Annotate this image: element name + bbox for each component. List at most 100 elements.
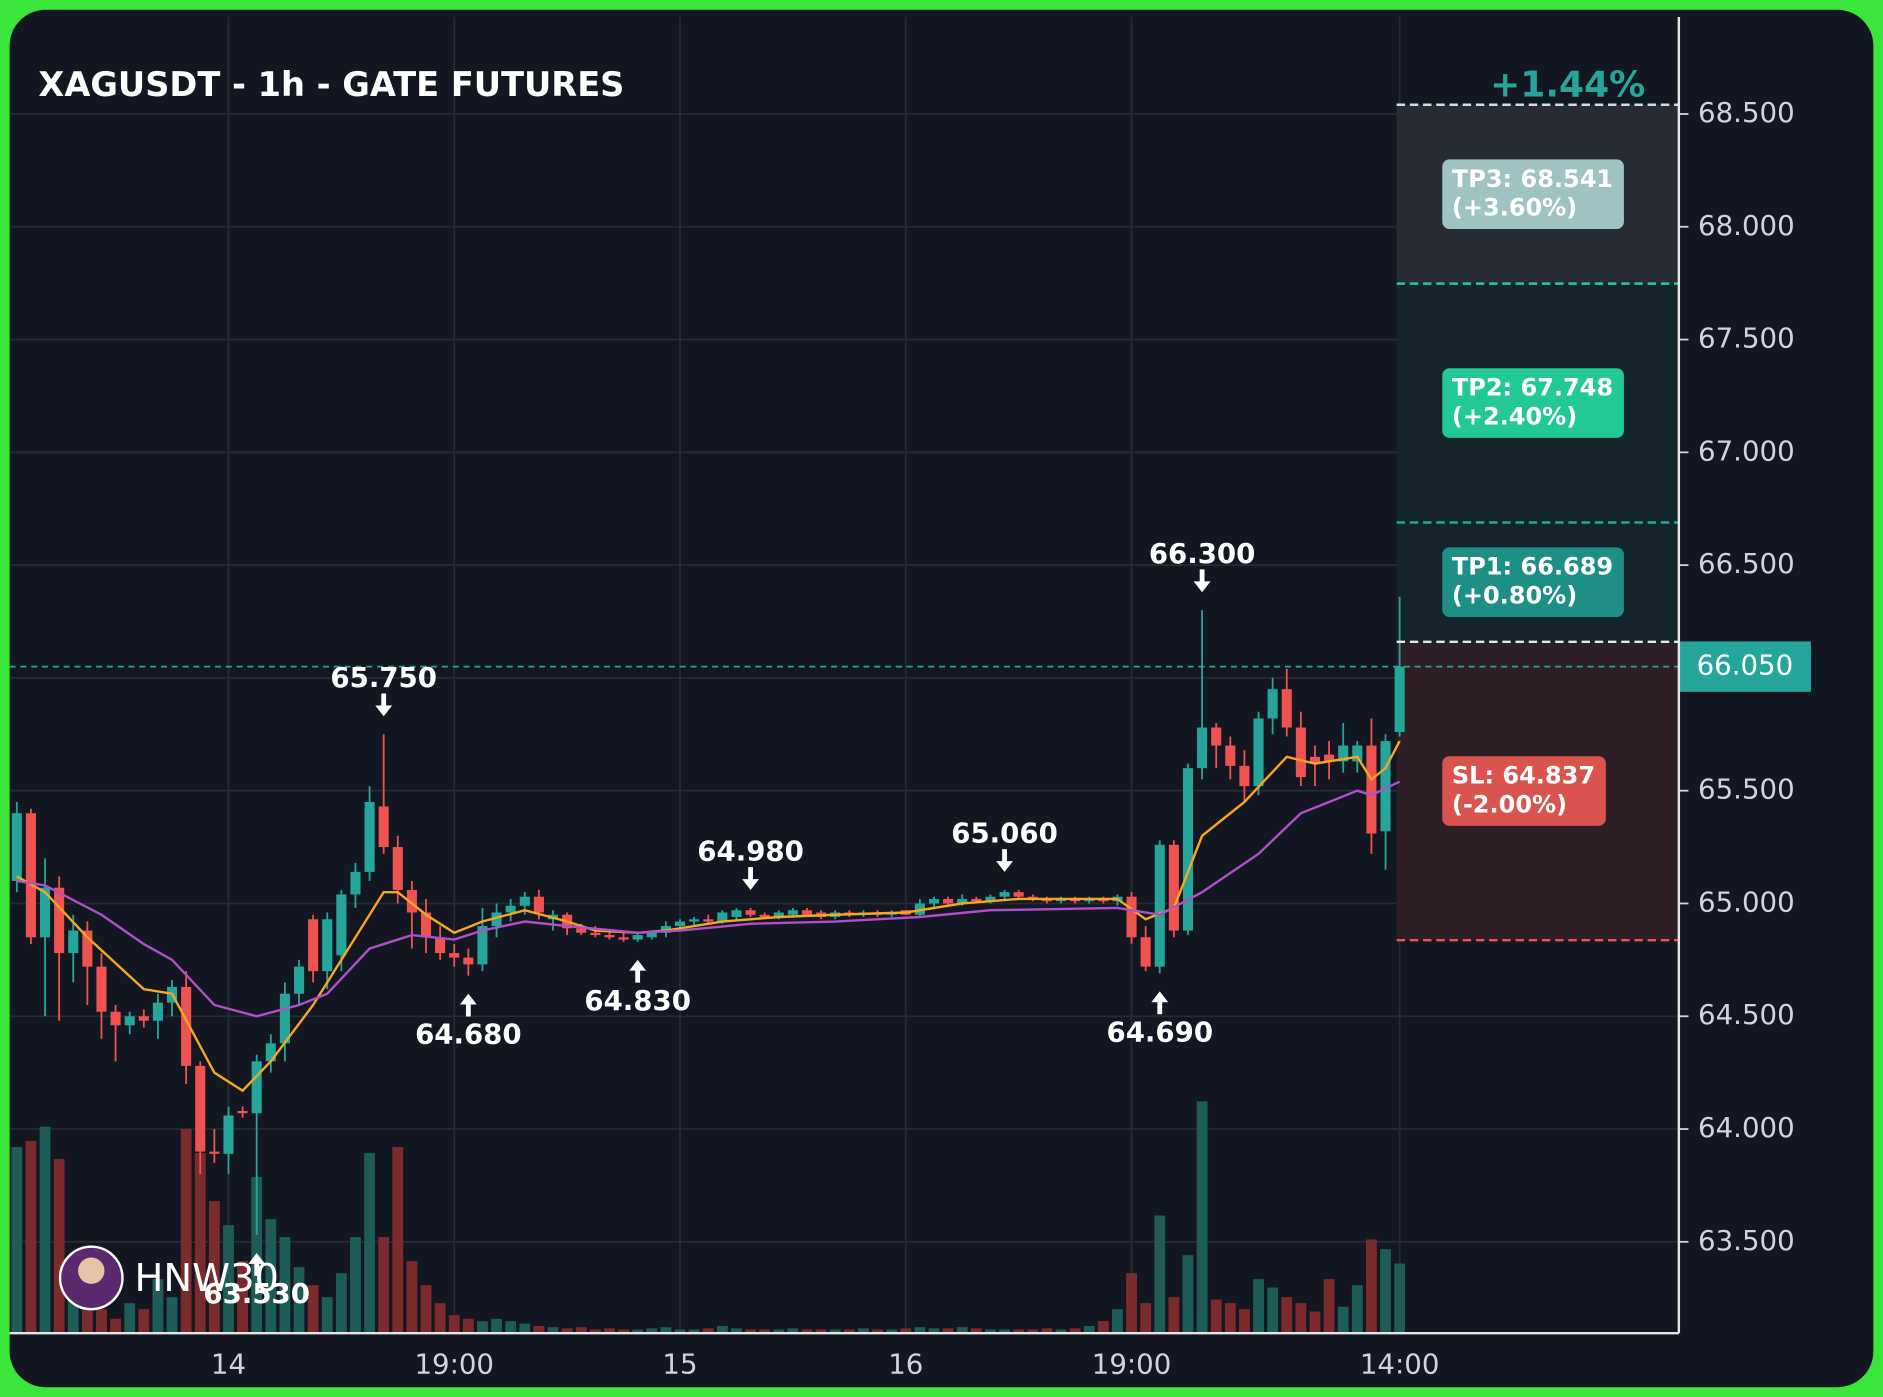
volume-bar: [265, 1219, 277, 1334]
candle-body: [392, 847, 403, 890]
candle-body: [477, 926, 488, 965]
volume-bar: [674, 1329, 686, 1334]
last-price-label: 66.050: [1697, 649, 1794, 682]
candle-body: [1281, 689, 1292, 728]
candle-body: [1267, 689, 1278, 719]
volume-bar: [985, 1329, 996, 1334]
candle-body: [463, 957, 474, 965]
volume-bar: [505, 1321, 517, 1334]
candle-body: [1295, 727, 1306, 778]
volume-bar: [335, 1273, 347, 1334]
candle-body: [251, 1061, 262, 1114]
volume-bar: [392, 1147, 404, 1334]
y-tick-label: 63.500: [1698, 1224, 1795, 1257]
volume-bar: [575, 1327, 587, 1334]
volume-bar: [279, 1237, 291, 1334]
volume-bar: [39, 1126, 51, 1334]
candle-body: [336, 894, 347, 956]
level-label-box: [1442, 159, 1624, 230]
candle-body: [1182, 768, 1194, 931]
candle-body: [787, 910, 798, 915]
candle-body: [731, 910, 742, 918]
candle-body: [703, 919, 714, 922]
volume-bar: [1013, 1329, 1025, 1334]
candle-body: [68, 930, 79, 954]
candle-body: [449, 953, 460, 958]
volume-bar: [942, 1328, 954, 1334]
volume-bar: [448, 1315, 460, 1334]
candle-body: [82, 930, 93, 967]
volume-bar: [1112, 1309, 1123, 1334]
candle-body: [350, 871, 361, 895]
candle-body: [689, 919, 700, 922]
level-label: SL: 64.837: [1452, 762, 1595, 790]
candle-body: [1239, 765, 1250, 787]
annotation-arrow: [459, 993, 477, 1017]
candle-body: [1324, 754, 1335, 762]
candle-body: [293, 966, 305, 994]
volume-bar: [350, 1237, 361, 1334]
annotation-label: 66.300: [1149, 537, 1256, 570]
annotation-arrow: [996, 849, 1013, 872]
volume-bar: [1309, 1311, 1321, 1334]
y-tick-label: 66.500: [1698, 547, 1795, 580]
overlay: 63.50064.00064.50065.00065.50066.00066.5…: [9, 16, 1811, 1381]
candle-body: [124, 1016, 135, 1026]
candle-body: [928, 898, 940, 904]
volume-bar: [1083, 1325, 1095, 1334]
volume-bar: [1267, 1287, 1279, 1334]
candle-body: [943, 898, 954, 904]
volume-bar: [1126, 1273, 1137, 1334]
candle-body: [54, 887, 65, 954]
y-tick-label: 68.500: [1698, 96, 1795, 129]
level-change: (+3.60%): [1452, 194, 1577, 222]
candle-body: [39, 887, 51, 938]
candle-body: [1197, 727, 1208, 769]
volume-bar: [1253, 1279, 1264, 1334]
candle-body: [759, 914, 770, 918]
level-change: (+0.80%): [1452, 582, 1577, 610]
volume-bar: [307, 1285, 319, 1334]
volume-bar: [237, 1261, 248, 1334]
volume-bar: [152, 1279, 164, 1334]
level-label: TP3: 68.541: [1452, 165, 1613, 193]
volume-bar: [561, 1328, 573, 1334]
candle-body: [265, 1043, 276, 1062]
candle-body: [646, 932, 657, 938]
volume-bar: [1041, 1328, 1053, 1334]
volume-bar: [1323, 1279, 1335, 1334]
candle-body: [957, 898, 968, 904]
volume-bar: [1337, 1306, 1349, 1334]
annotation-arrow: [1193, 569, 1211, 593]
volume-bar: [208, 1201, 220, 1334]
volume-bar: [928, 1328, 940, 1334]
candle-body: [971, 898, 982, 902]
volume-bar: [53, 1159, 65, 1334]
candle-body: [195, 1065, 206, 1152]
volume-bar: [166, 1297, 178, 1334]
candle-body: [1168, 844, 1179, 931]
volume-bar: [1295, 1303, 1307, 1334]
volume-bar: [1097, 1321, 1109, 1334]
candle-body: [223, 1115, 234, 1154]
candle-body: [985, 896, 996, 902]
volume-bar: [293, 1267, 305, 1334]
volume-bar: [96, 1309, 107, 1334]
level-label: TP2: 67.748: [1452, 374, 1613, 402]
x-tick-label: 14:00: [1360, 1348, 1440, 1381]
candle-body: [717, 912, 728, 922]
level-label-box: [1442, 547, 1624, 617]
y-tick-label: 64.500: [1698, 998, 1795, 1031]
x-tick-label: 16: [888, 1348, 923, 1381]
annotation-label: 64.980: [697, 835, 804, 868]
candle-body: [181, 986, 192, 1066]
volume-bar: [872, 1329, 883, 1334]
candle-body: [1013, 892, 1024, 897]
volume-bar: [618, 1329, 629, 1334]
volume-bar: [1281, 1297, 1293, 1334]
volume-bar: [688, 1329, 700, 1334]
candle-body: [1225, 745, 1236, 766]
candle-body: [632, 935, 643, 940]
volume-bar: [1154, 1215, 1166, 1334]
candle-body: [110, 1011, 121, 1026]
